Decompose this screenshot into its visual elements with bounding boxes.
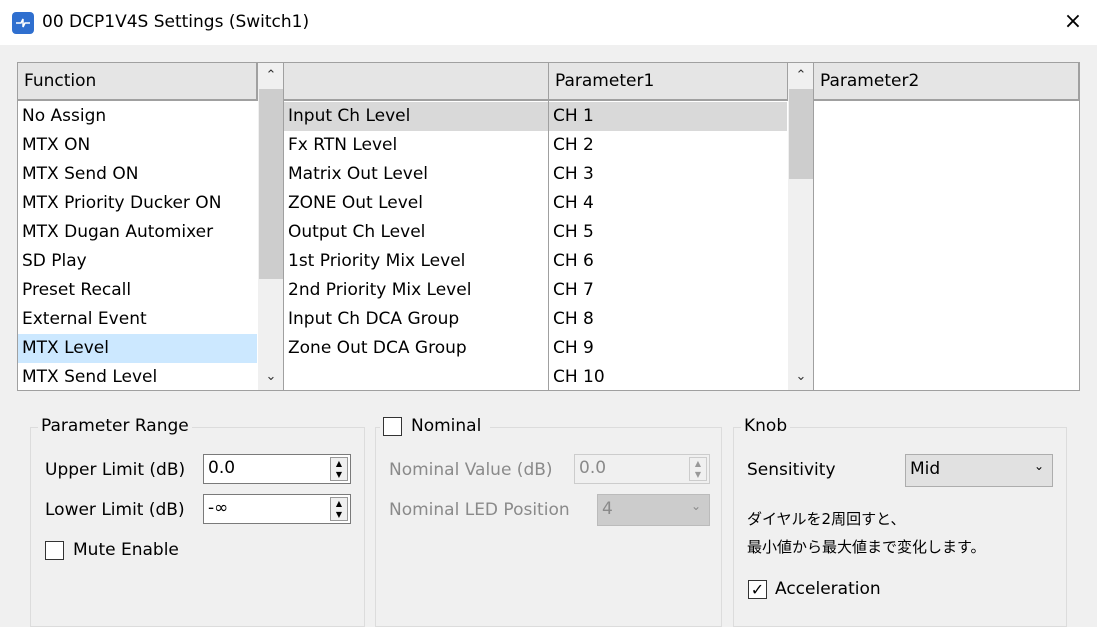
list-item[interactable]: Output Ch Level <box>288 222 426 242</box>
list-item[interactable]: MTX Level <box>18 334 257 363</box>
spin-buttons[interactable]: ▲ ▼ <box>330 497 348 521</box>
list-item[interactable]: MTX Send Level <box>22 367 158 387</box>
chevron-down-icon: ⌄ <box>690 499 701 513</box>
parameter1-list[interactable]: Parameter1 CH 1 CH 2 CH 3 CH 4 CH 5 CH 6 CH 7 C… <box>548 62 814 391</box>
list-item[interactable]: Input Ch Level <box>284 102 548 131</box>
lower-limit-input[interactable]: -∞ ▲ ▼ <box>203 494 351 524</box>
nominal-value: 0.0 <box>579 458 607 478</box>
window-title: 00 DCP1V4S Settings (Switch1) <box>42 12 310 32</box>
acceleration-checkbox[interactable]: ✓ <box>748 580 767 599</box>
upper-limit-value: 0.0 <box>208 458 236 478</box>
nominal-value-input[interactable]: 0.0 ▲ ▼ <box>574 454 710 484</box>
list-item[interactable]: External Event <box>22 309 147 329</box>
list-item[interactable]: CH 5 <box>553 222 594 242</box>
app-icon <box>12 12 34 34</box>
scroll-down-icon[interactable]: ⌄ <box>265 369 277 384</box>
list-item[interactable]: CH 9 <box>553 338 594 358</box>
list-item[interactable]: No Assign <box>22 106 107 126</box>
nominal-value-label: Nominal Value (dB) <box>389 460 553 480</box>
nominal-checkbox[interactable] <box>383 417 402 436</box>
nominal-led-label: Nominal LED Position <box>389 500 570 520</box>
nominal-title-bg <box>380 416 490 438</box>
list-item[interactable]: CH 4 <box>553 193 594 213</box>
list-item[interactable]: MTX Send ON <box>22 164 139 184</box>
nominal-title: Nominal <box>411 416 482 436</box>
list-item[interactable]: ZONE Out Level <box>288 193 423 213</box>
upper-limit-label: Upper Limit (dB) <box>45 460 186 480</box>
sensitivity-label: Sensitivity <box>747 460 836 480</box>
list-item[interactable]: Fx RTN Level <box>288 135 398 155</box>
mute-enable-checkbox[interactable] <box>45 541 64 560</box>
function-list[interactable]: Function No Assign MTX ON MTX Send ON MTX P… <box>17 62 284 391</box>
list-item[interactable]: 2nd Priority Mix Level <box>288 280 472 300</box>
close-icon[interactable]: × <box>1063 9 1083 34</box>
list-item[interactable]: 1st Priority Mix Level <box>288 251 466 271</box>
category-header[interactable] <box>284 63 548 101</box>
chevron-down-icon: ⌄ <box>1033 459 1044 473</box>
nominal-led-select[interactable]: 4 ⌄ <box>597 494 710 526</box>
upper-limit-input[interactable]: 0.0 ▲ ▼ <box>203 454 351 484</box>
parameter2-header[interactable]: Parameter2 <box>814 63 1079 101</box>
lower-limit-label: Lower Limit (dB) <box>45 500 185 520</box>
list-item[interactable]: CH 10 <box>553 367 605 387</box>
spin-buttons[interactable]: ▲ ▼ <box>689 457 707 481</box>
list-item[interactable]: MTX ON <box>22 135 91 155</box>
knob-note-line1: ダイヤルを2周回すと、 <box>747 510 906 528</box>
list-item[interactable]: Input Ch DCA Group <box>288 309 460 329</box>
scroll-down-icon[interactable]: ⌄ <box>795 369 807 384</box>
title-bar: 00 DCP1V4S Settings (Switch1) × <box>0 0 1097 45</box>
scroll-up-icon[interactable]: ⌃ <box>265 68 277 83</box>
list-item[interactable]: Matrix Out Level <box>288 164 429 184</box>
list-item[interactable]: MTX Dugan Automixer <box>22 222 214 242</box>
category-list[interactable]: Input Ch Level Fx RTN Level Matrix Out Lev… <box>283 62 549 391</box>
scroll-thumb[interactable] <box>259 89 283 279</box>
list-item[interactable]: CH 2 <box>553 135 594 155</box>
function-header[interactable]: Function <box>18 63 258 101</box>
parameter-range-title: Parameter Range <box>38 416 192 436</box>
list-item[interactable]: MTX Priority Ducker ON <box>22 193 222 213</box>
sensitivity-value: Mid <box>910 459 941 479</box>
nominal-led-value: 4 <box>602 499 613 519</box>
list-item[interactable]: Zone Out DCA Group <box>288 338 467 358</box>
parameter1-header[interactable]: Parameter1 <box>549 63 789 101</box>
mute-enable-label: Mute Enable <box>73 540 179 560</box>
function-scrollbar[interactable]: ⌃ ⌄ <box>258 63 283 390</box>
parameter1-scrollbar[interactable]: ⌃ ⌄ <box>788 63 813 390</box>
spin-buttons[interactable]: ▲ ▼ <box>330 457 348 481</box>
list-item[interactable]: Preset Recall <box>22 280 132 300</box>
sensitivity-select[interactable]: Mid ⌄ <box>905 454 1053 487</box>
list-item[interactable]: CH 1 <box>549 102 787 131</box>
scroll-thumb[interactable] <box>789 89 813 179</box>
lower-limit-value: -∞ <box>208 498 229 518</box>
acceleration-label: Acceleration <box>775 579 881 599</box>
list-item[interactable]: CH 7 <box>553 280 594 300</box>
knob-title: Knob <box>741 416 791 436</box>
list-item[interactable]: CH 6 <box>553 251 594 271</box>
list-item[interactable]: CH 8 <box>553 309 594 329</box>
list-item[interactable]: CH 3 <box>553 164 594 184</box>
list-item[interactable]: SD Play <box>22 251 87 271</box>
knob-note-line2: 最小値から最大値まで変化します。 <box>747 538 986 556</box>
scroll-up-icon[interactable]: ⌃ <box>795 68 807 83</box>
parameter2-list[interactable]: Parameter2 <box>813 62 1080 391</box>
